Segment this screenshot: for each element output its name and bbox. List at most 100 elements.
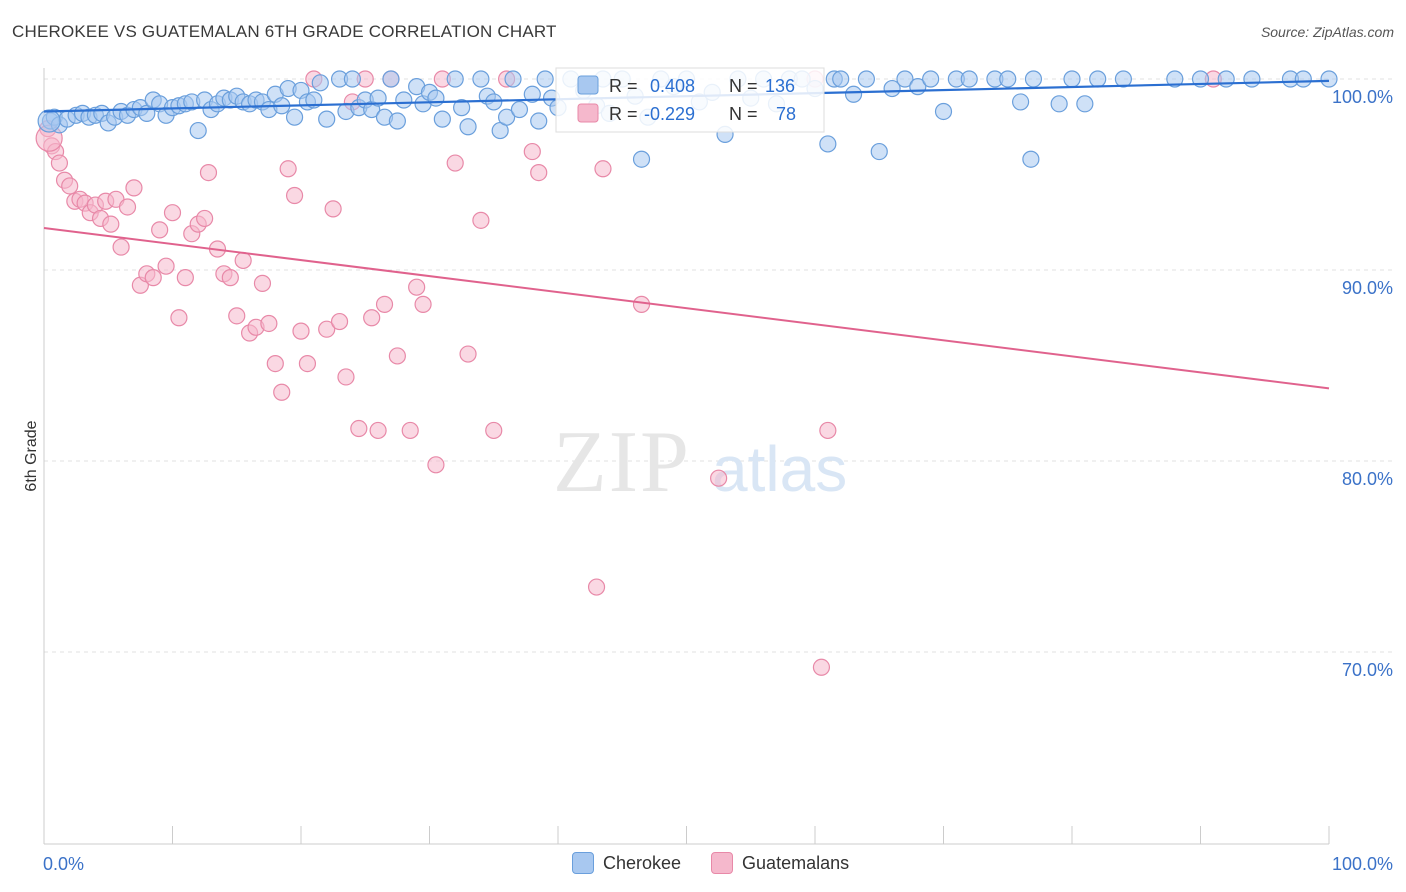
- y-tick-label: 90.0%: [1342, 278, 1393, 298]
- guatemalans-point: [144, 269, 162, 287]
- y-tick-label: 80.0%: [1342, 469, 1393, 489]
- cherokee-point: [934, 102, 953, 121]
- x-axis-ticks: [43, 826, 1330, 844]
- guatemalans-point: [324, 200, 342, 218]
- cherokee-point: [1114, 70, 1133, 88]
- guatemalans-point: [587, 578, 606, 596]
- cherokee-point: [883, 79, 901, 98]
- chart-source: Source: ZipAtlas.com: [1260, 24, 1394, 40]
- legend-item-cherokee[interactable]: Cherokee: [572, 852, 681, 874]
- cherokee-n-value: 136: [765, 76, 795, 96]
- guatemalans-point: [485, 421, 503, 440]
- guatemalans-n-value: 78: [776, 104, 796, 124]
- guatemalans-legend-swatch: [577, 103, 599, 123]
- cherokee-point: [459, 118, 477, 136]
- cherokee-point: [1050, 95, 1068, 113]
- stats-legend: R = 0.408 N = 136 R = -0.229 N = 78: [555, 67, 825, 133]
- guatemalans-point: [285, 186, 304, 205]
- guatemalans-point: [414, 295, 432, 313]
- cherokee-points: [37, 70, 1338, 168]
- cherokee-point: [870, 142, 888, 161]
- cherokee-point: [1294, 70, 1312, 88]
- guatemalans-point: [260, 314, 278, 333]
- guatemalans-point: [170, 309, 188, 327]
- guatemalans-r-label: R =: [609, 104, 638, 124]
- cherokee-point: [1063, 70, 1081, 88]
- guatemalans-point: [157, 257, 175, 275]
- guatemalans-point: [318, 320, 336, 338]
- guatemalans-point: [350, 419, 368, 438]
- guatemalans-point: [472, 211, 490, 229]
- cherokee-point: [318, 110, 336, 128]
- guatemalans-point: [292, 322, 310, 340]
- cherokee-point: [388, 112, 406, 130]
- guatemalans-point: [594, 160, 612, 178]
- guatemalans-point: [228, 307, 246, 325]
- y-tick-label: 70.0%: [1342, 660, 1393, 680]
- cherokee-point: [1320, 70, 1338, 88]
- guatemalans-point: [151, 221, 169, 239]
- watermark: ZIP atlas: [553, 414, 847, 511]
- guatemalans-point: [710, 469, 728, 487]
- cherokee-point: [37, 109, 61, 133]
- legend-item-guatemalans[interactable]: Guatemalans: [711, 852, 849, 874]
- guatemalans-n-label: N =: [729, 104, 758, 124]
- cherokee-point: [632, 150, 651, 168]
- guatemalans-point: [375, 295, 394, 313]
- cherokee-point: [369, 89, 387, 107]
- cherokee-point: [311, 74, 329, 92]
- cherokee-r-label: R =: [609, 76, 638, 96]
- cherokee-point: [832, 70, 850, 88]
- cherokee-swatch: [572, 852, 594, 874]
- guatemalans-point: [266, 354, 284, 373]
- guatemalans-point: [112, 238, 130, 256]
- guatemalans-point: [812, 658, 831, 676]
- guatemalans-point: [446, 154, 464, 172]
- cherokee-point: [1011, 93, 1030, 111]
- grid-lines: [44, 78, 1393, 653]
- guatemalans-point: [221, 269, 239, 287]
- guatemalans-point: [298, 354, 317, 373]
- guatemalans-trend-line: [43, 226, 1330, 390]
- cherokee-legend-swatch: [577, 75, 599, 95]
- cherokee-n-label: N =: [729, 76, 758, 96]
- guatemalans-point: [253, 274, 272, 292]
- cherokee-point: [1024, 70, 1043, 88]
- cherokee-point: [472, 70, 490, 88]
- cherokee-point: [285, 108, 304, 126]
- legend-label-guatemalans: Guatemalans: [742, 852, 850, 873]
- cherokee-point: [189, 121, 207, 140]
- cherokee-point: [530, 112, 548, 130]
- cherokee-point: [343, 70, 361, 88]
- cherokee-point: [510, 100, 529, 119]
- guatemalans-point: [632, 295, 651, 313]
- y-axis-tick-labels: 100.0% 90.0% 80.0% 70.0%: [1332, 87, 1393, 680]
- guatemalans-point: [279, 160, 297, 178]
- guatemalans-point: [273, 383, 291, 401]
- guatemalans-point: [459, 345, 477, 363]
- guatemalans-point: [50, 154, 69, 172]
- cherokee-point: [1166, 70, 1184, 88]
- cherokee-point: [1089, 70, 1107, 88]
- guatemalans-point: [427, 456, 445, 474]
- cherokee-point: [498, 108, 516, 126]
- cherokee-point: [433, 110, 451, 128]
- cherokee-point: [1022, 150, 1040, 168]
- stats-legend-box: [555, 67, 825, 133]
- guatemalans-point: [196, 209, 214, 228]
- series-legend: Cherokee Guatemalans: [572, 852, 879, 874]
- guatemalans-point: [118, 198, 137, 216]
- cherokee-point: [427, 89, 445, 107]
- guatemalans-point: [61, 177, 79, 195]
- cherokee-point: [523, 85, 541, 103]
- y-axis-label: 6th Grade: [23, 420, 40, 491]
- cherokee-point: [844, 85, 863, 103]
- y-tick-label: 100.0%: [1332, 87, 1393, 107]
- guatemalans-point: [176, 269, 194, 287]
- guatemalans-point: [819, 421, 837, 440]
- cherokee-point: [819, 135, 837, 153]
- guatemalans-point: [388, 347, 406, 365]
- cherokee-point: [896, 70, 914, 88]
- guatemalans-point: [337, 368, 355, 386]
